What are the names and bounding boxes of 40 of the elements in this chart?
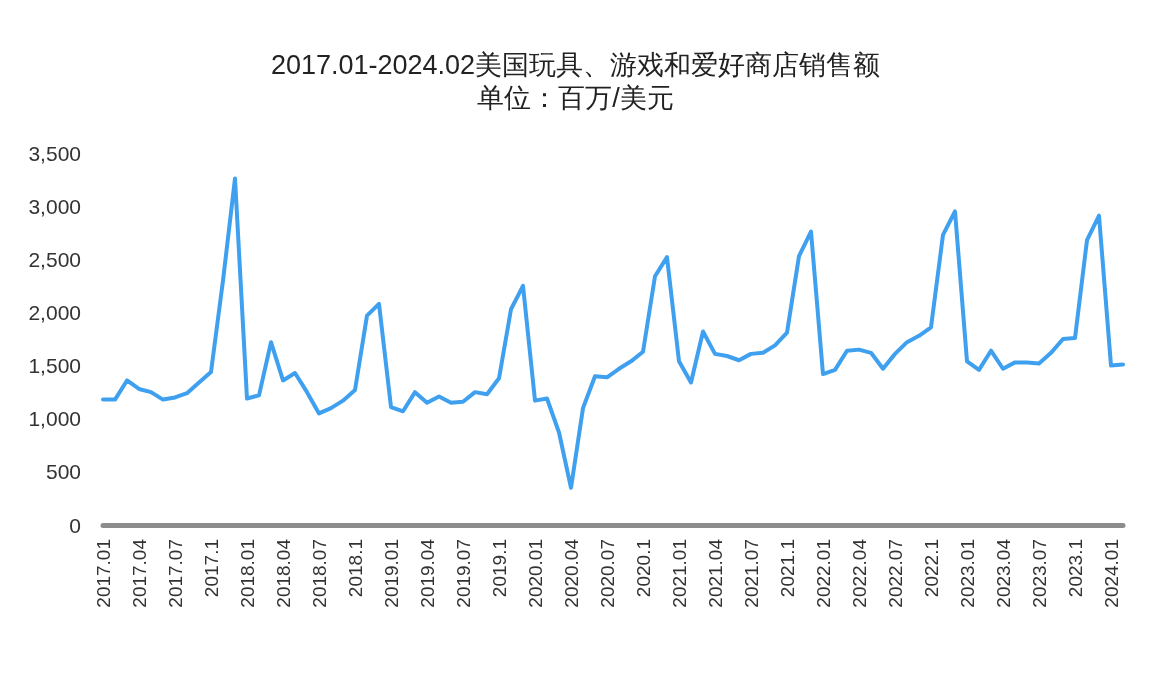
x-tick-label: 2017.07: [164, 539, 186, 608]
x-tick-label: 2020.07: [596, 539, 618, 608]
x-tick-label: 2019.07: [452, 539, 474, 608]
y-tick-label: 2,500: [28, 247, 81, 271]
y-tick-label: 1,000: [28, 407, 81, 431]
y-tick-label: 500: [45, 460, 81, 484]
x-tick-label: 2024.01: [1100, 539, 1122, 608]
x-tick-label: 2021.1: [776, 539, 798, 598]
x-tick-label: 2023.1: [1064, 539, 1086, 598]
y-tick-label: 3,500: [28, 141, 81, 165]
x-tick-label: 2022.04: [848, 538, 870, 608]
x-tick-label: 2023.01: [956, 539, 978, 608]
x-tick-label: 2022.01: [812, 539, 834, 608]
x-tick-label: 2017.1: [200, 539, 222, 598]
x-tick-label: 2018.1: [344, 539, 366, 598]
x-tick-label: 2017.04: [128, 538, 150, 608]
x-tick-label: 2020.04: [560, 538, 582, 608]
x-tick-label: 2019.04: [416, 538, 438, 608]
x-tick-label: 2021.07: [740, 539, 762, 608]
x-tick-label: 2021.01: [668, 539, 690, 608]
x-tick-label: 2022.07: [884, 539, 906, 608]
line-series: [101, 176, 1125, 490]
x-tick-label: 2019.01: [380, 539, 402, 608]
x-tick-label: 2017.01: [92, 539, 114, 608]
x-tick-label: 2023.07: [1028, 539, 1050, 608]
x-tick-label: 2023.04: [992, 538, 1014, 608]
x-tick-label: 2018.04: [272, 538, 294, 608]
x-tick-label: 2019.1: [488, 539, 510, 598]
x-tick-label: 2021.04: [704, 538, 726, 608]
y-tick-label: 3,000: [28, 194, 81, 218]
x-tick-label: 2022.1: [920, 539, 942, 598]
chart-title: 2017.01-2024.02美国玩具、游戏和爱好商店销售额: [270, 49, 881, 80]
x-tick-label: 2018.01: [236, 539, 258, 608]
y-tick-label: 1,500: [28, 354, 81, 378]
y-tick-label: 0: [69, 513, 81, 537]
x-tick-label: 2020.01: [524, 539, 546, 608]
x-tick-label: 2018.07: [308, 539, 330, 608]
y-tick-label: 2,000: [28, 300, 81, 324]
x-tick-label: 2020.1: [632, 539, 654, 598]
chart-subtitle: 单位：百万/美元: [477, 82, 674, 113]
